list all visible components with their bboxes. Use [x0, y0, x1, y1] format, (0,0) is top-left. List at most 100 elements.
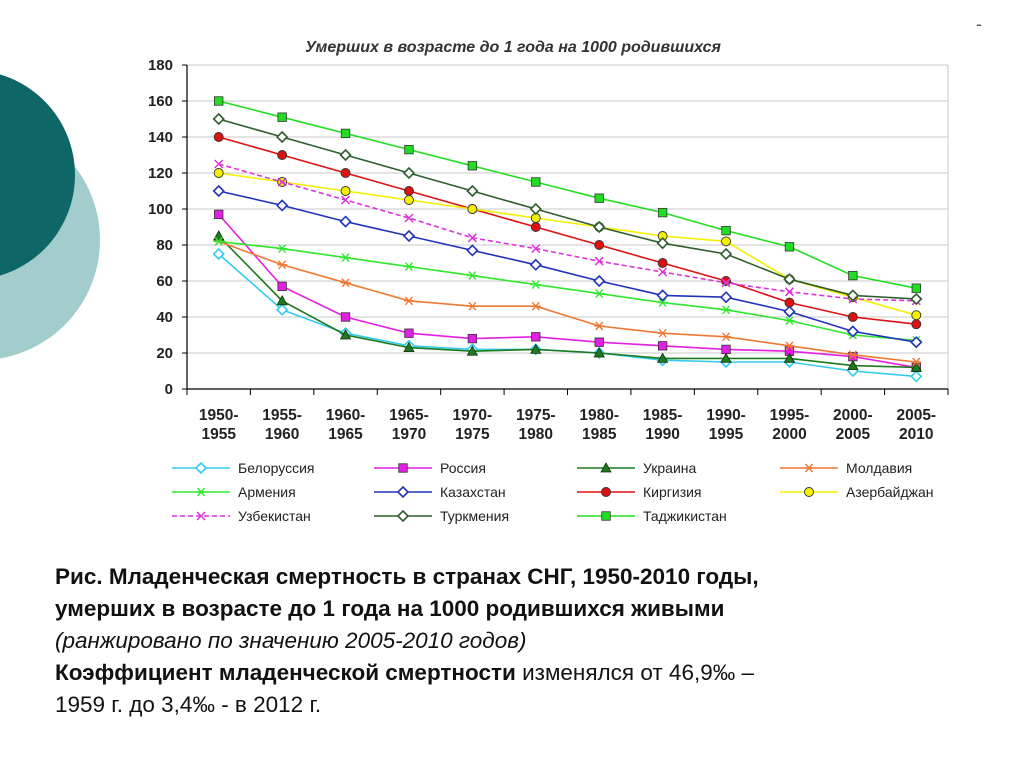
data-point	[721, 332, 732, 342]
series-Украина	[213, 230, 922, 372]
data-point	[594, 256, 604, 266]
data-point	[276, 294, 288, 306]
data-point	[277, 177, 287, 187]
series-Молдавия	[213, 236, 922, 367]
legend-item: Узбекистан	[172, 508, 311, 524]
series-Таджикистан	[214, 96, 921, 293]
chart-legend: Белоруссия Россия Украина Молдавия Армения Ка…	[172, 460, 934, 524]
data-point	[466, 345, 479, 356]
data-point	[404, 213, 414, 223]
data-point	[846, 289, 860, 302]
x-tick-line-2: 1985	[582, 426, 617, 443]
data-point	[340, 253, 351, 263]
data-point	[657, 328, 668, 338]
legend-label: Казахстан	[440, 484, 506, 500]
y-tick-label: 120	[148, 165, 173, 182]
data-point	[277, 260, 288, 270]
data-point	[721, 276, 731, 286]
data-point	[530, 343, 542, 354]
data-point	[593, 347, 605, 358]
data-point	[396, 485, 410, 499]
data-point	[339, 215, 352, 228]
x-tick-line-1: 1975-	[516, 407, 556, 424]
legend-label: Азербайджан	[846, 484, 934, 500]
data-point	[404, 186, 414, 196]
data-point	[529, 258, 542, 271]
data-point	[911, 310, 922, 321]
data-point	[911, 319, 922, 330]
legend-item: Казахстан	[374, 484, 506, 500]
legend-item: Киргизия	[577, 484, 702, 500]
data-point	[910, 361, 922, 372]
legend-label: Армения	[238, 484, 296, 500]
data-point	[275, 303, 289, 316]
series-line	[218, 100, 917, 289]
data-point	[214, 96, 224, 106]
data-point	[594, 240, 605, 250]
data-point	[784, 316, 795, 326]
data-point	[910, 292, 923, 306]
x-tick-label: 2005- 2010	[896, 407, 936, 443]
data-point	[531, 244, 541, 254]
data-point	[910, 370, 923, 383]
x-tick-line-1: 1955-	[262, 407, 302, 424]
x-tick-line-1: 1990-	[706, 407, 746, 424]
data-point	[213, 230, 225, 241]
data-point	[467, 161, 478, 171]
data-point	[340, 312, 351, 322]
corner-mark: -	[976, 14, 982, 34]
legend-label: Таджикистан	[643, 508, 727, 524]
data-point	[340, 278, 351, 288]
data-point	[275, 199, 289, 212]
data-point	[656, 237, 669, 250]
data-point	[212, 112, 225, 126]
data-point	[467, 233, 477, 243]
data-point	[529, 202, 542, 216]
data-point	[719, 247, 733, 261]
x-tick-label: 1965- 1970	[389, 407, 429, 443]
legend-label: Украина	[643, 460, 697, 476]
data-point	[340, 128, 351, 139]
chart-axes	[182, 64, 949, 395]
data-point	[212, 247, 225, 261]
data-point	[213, 168, 224, 178]
caption-line-4: Коэффициент младенческой смертности изме…	[55, 657, 995, 689]
data-point	[657, 258, 668, 268]
x-tick-label: 1975- 1980	[516, 407, 556, 443]
series-line	[218, 163, 917, 302]
data-point	[783, 352, 796, 363]
series-Туркмения	[212, 112, 923, 306]
data-point	[804, 463, 814, 473]
data-point	[275, 130, 289, 144]
x-tick-line-1: 1980-	[579, 407, 619, 424]
data-point	[404, 144, 414, 155]
caption-line-5: 1959 г. до 3,4‰ - в 2012 г.	[55, 692, 322, 717]
legend-item: Украина	[577, 460, 697, 476]
x-tick-label: 1995- 2000	[770, 407, 810, 443]
x-tick-label: 1980- 1985	[579, 407, 619, 443]
caption-line-3: (ранжировано по значению 2005-2010 годов…	[55, 628, 527, 653]
data-point	[277, 150, 288, 160]
y-tick-label: 0	[165, 381, 173, 398]
data-point	[784, 287, 794, 297]
y-tick-label: 160	[148, 93, 173, 110]
data-point	[403, 296, 414, 306]
y-tick-label: 20	[156, 345, 173, 362]
figure-caption: Рис. Младенческая смертность в странах С…	[55, 561, 995, 721]
legend-item: Белоруссия	[172, 460, 315, 476]
x-tick-line-2: 1960	[265, 426, 299, 443]
data-point	[594, 337, 604, 347]
x-tick-line-1: 1985-	[643, 407, 683, 424]
data-point	[277, 281, 287, 292]
data-point	[277, 244, 288, 254]
x-tick-line-2: 2000	[772, 426, 806, 443]
y-tick-label: 40	[156, 309, 173, 326]
data-point	[402, 229, 416, 243]
data-point	[402, 166, 416, 180]
data-point	[196, 511, 206, 521]
legend-item: Таджикистан	[577, 508, 727, 524]
data-point	[340, 186, 351, 196]
data-point	[530, 222, 541, 232]
data-point	[594, 193, 604, 203]
x-tick-label: 1960- 1965	[326, 407, 366, 443]
